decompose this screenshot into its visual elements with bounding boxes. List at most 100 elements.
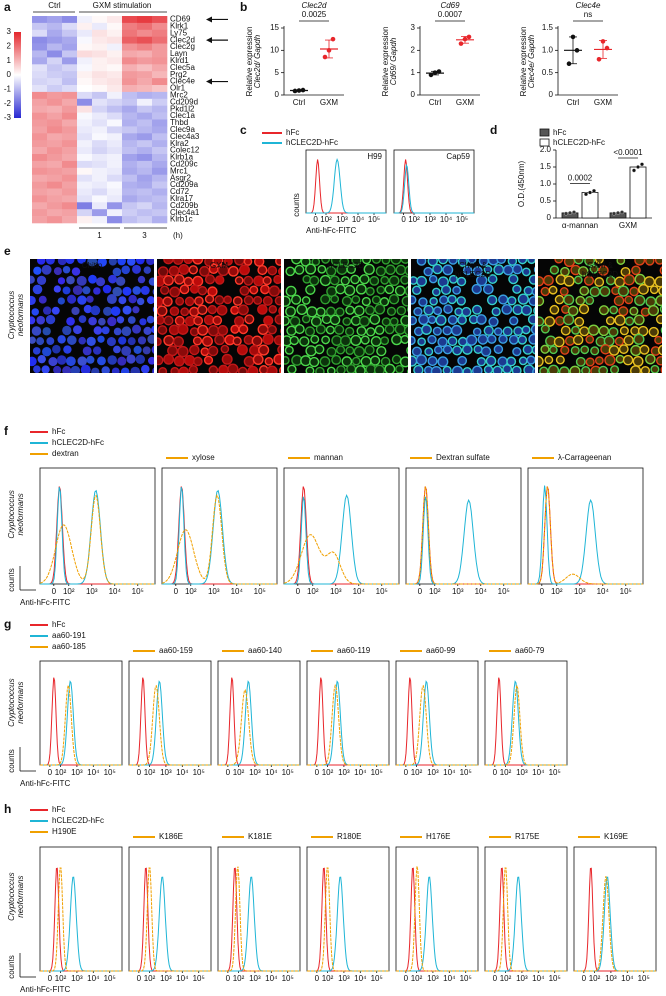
cell (309, 275, 320, 286)
cell (558, 366, 570, 373)
cell (232, 296, 243, 306)
x-tick-label: 10³ (338, 974, 350, 983)
heat-cell (32, 188, 48, 196)
x-tick-label: 10³ (427, 974, 439, 983)
gene-label: Asgr2 (170, 173, 191, 182)
x-tick-label: 10⁵ (460, 974, 472, 983)
cell (57, 277, 66, 285)
heat-cell (47, 78, 63, 86)
cell (590, 346, 600, 356)
y-label: Cryptococcus (7, 872, 16, 920)
histogram-curve (485, 677, 567, 766)
gene-label: Ly75 (170, 28, 188, 37)
cell (243, 295, 254, 306)
heat-cell (92, 29, 108, 37)
gene-label: Klrk1 (170, 21, 189, 30)
cell (645, 353, 656, 365)
heat-cell (107, 174, 123, 182)
cell (273, 274, 281, 285)
cell (359, 274, 370, 285)
cell (370, 335, 382, 347)
plot-frame (39, 846, 123, 972)
cell (36, 275, 47, 285)
heat-cell (77, 174, 93, 182)
heat-cell (107, 98, 123, 106)
cell (364, 305, 375, 316)
arrow-head (206, 78, 212, 85)
cell (549, 345, 558, 355)
cell (230, 324, 240, 334)
x-tick-label: 0 (174, 587, 179, 596)
cell (30, 316, 36, 325)
heat-cell (152, 202, 168, 210)
cell (178, 264, 190, 275)
data-point (568, 210, 572, 215)
cell (413, 307, 423, 317)
heat-cell (152, 119, 168, 127)
cell (237, 304, 249, 316)
heat-cell (77, 202, 93, 210)
histogram-curve (283, 534, 399, 585)
heat-cell (47, 126, 63, 134)
x-tick-label: 0 (493, 974, 498, 983)
cell (411, 346, 422, 357)
cell (353, 305, 365, 317)
cell (118, 336, 127, 345)
x-tick-label: 10⁴ (443, 974, 456, 983)
heat-cell (152, 78, 168, 86)
y-tick-label: 0 (411, 90, 416, 99)
cell (184, 354, 196, 367)
heat-cell (47, 167, 63, 175)
cell (184, 296, 195, 307)
heat-cell (77, 57, 93, 65)
cell (447, 336, 458, 347)
x-tick-label: 10⁵ (104, 974, 116, 983)
cell (152, 367, 154, 373)
cell (188, 365, 199, 373)
x-tick-label: 10³ (336, 215, 348, 224)
cell (365, 327, 376, 337)
x-label: Anti-hFc-FITC (20, 985, 70, 994)
cell (461, 344, 473, 355)
cell (512, 284, 522, 294)
heat-cell (137, 36, 153, 44)
cell (62, 286, 71, 295)
heat-cell (137, 16, 153, 24)
cell (88, 274, 97, 284)
cell (655, 295, 662, 307)
histogram-curve (129, 876, 211, 972)
cell (501, 304, 513, 315)
histogram-curve (129, 684, 211, 766)
legend-label: hCLEC2D-hFc (286, 138, 338, 147)
cell (480, 346, 492, 357)
micrograph (157, 259, 281, 373)
cell (523, 285, 534, 296)
cell (126, 354, 136, 364)
cell (157, 275, 165, 287)
cell (151, 325, 154, 334)
x-tick-label: 10² (144, 974, 156, 983)
y-label: Clec4e/ Gapdh (527, 34, 536, 88)
heat-cell (47, 64, 63, 72)
cell (163, 353, 175, 365)
legend-label: hFc (52, 805, 65, 814)
cell (152, 306, 154, 313)
cell (172, 336, 184, 348)
x-tick-label: 10⁵ (638, 974, 650, 983)
gene-label: Clec5a (170, 63, 195, 72)
cell (139, 318, 147, 326)
cell (512, 304, 524, 316)
arrow-head (206, 16, 212, 23)
x-tick-label: 10⁴ (621, 974, 634, 983)
x-tick-label: 10⁴ (597, 587, 610, 596)
cell (284, 315, 290, 326)
heat-cell (62, 22, 78, 31)
x-tick-label: GXM (456, 98, 475, 107)
x-tick-label: 10² (322, 768, 334, 777)
cell (57, 335, 66, 344)
cell (386, 306, 397, 317)
cell (639, 344, 650, 355)
cell (521, 325, 531, 335)
heat-cell (137, 209, 153, 217)
cell (203, 355, 214, 365)
